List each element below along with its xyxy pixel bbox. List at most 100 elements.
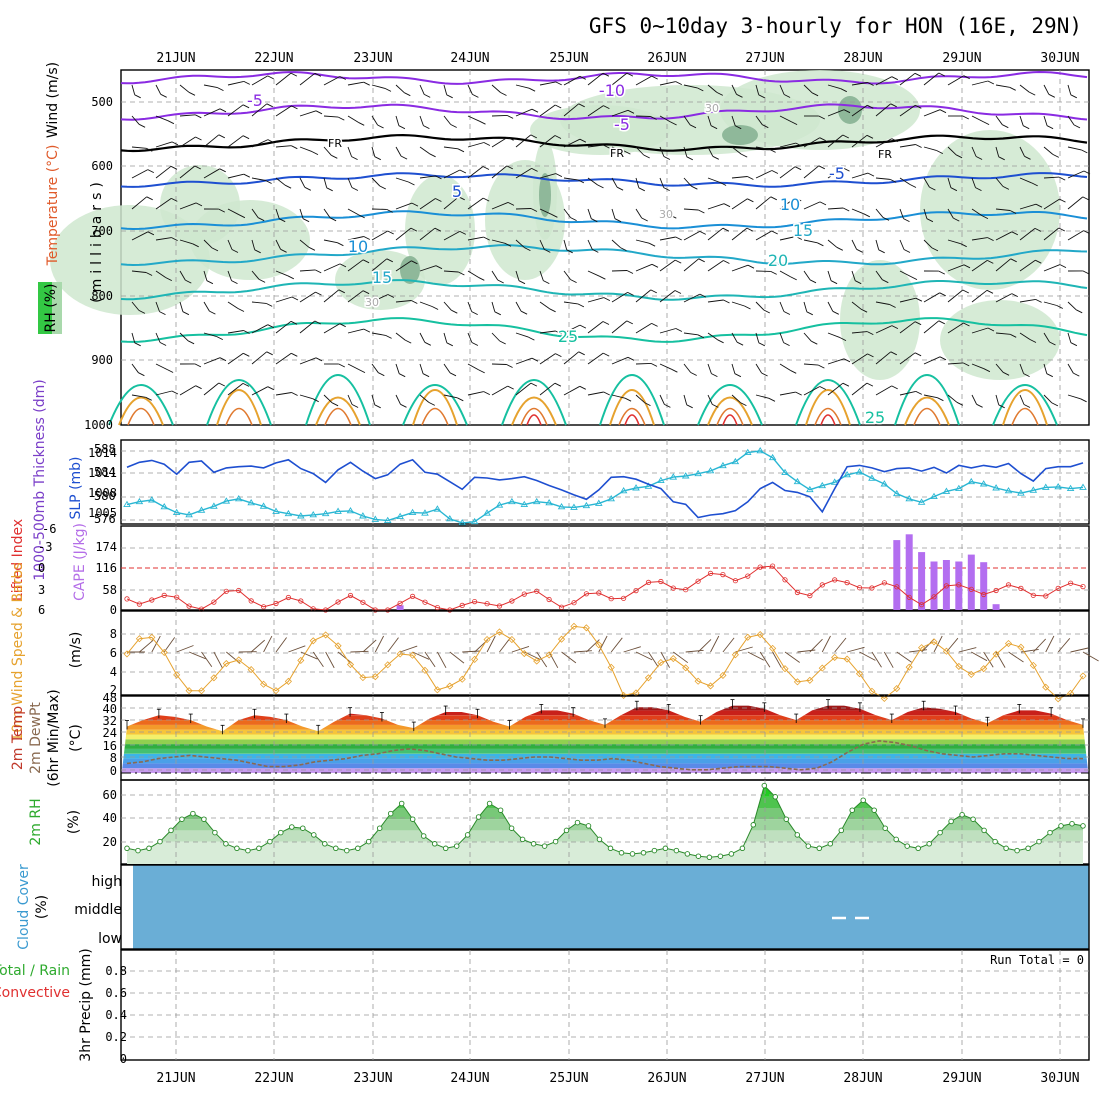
thickness-point	[806, 485, 814, 493]
isotherm-label-8: 10	[780, 195, 800, 214]
barb	[371, 394, 376, 405]
barb	[659, 363, 672, 370]
thickness-point	[644, 482, 653, 489]
barb-flag	[287, 275, 295, 280]
barb	[659, 177, 665, 188]
rh-point	[805, 843, 812, 849]
barb	[299, 146, 313, 153]
li-tick-2: 0	[38, 561, 45, 575]
barb-flag	[597, 184, 604, 189]
li-point	[596, 590, 602, 596]
lobe-dk-7	[814, 407, 842, 426]
barb	[875, 325, 893, 334]
w10-barb	[499, 637, 511, 653]
w10-point	[595, 641, 603, 649]
barb	[731, 363, 736, 374]
barb-flag	[566, 249, 573, 254]
barb	[611, 239, 621, 248]
barb	[131, 270, 147, 273]
rh-point	[289, 824, 295, 830]
rh-point	[673, 847, 680, 854]
barb-flag	[278, 218, 286, 223]
w10-point	[210, 674, 218, 682]
wind10-grid	[121, 611, 1089, 695]
rh-point	[607, 845, 614, 852]
barb	[755, 196, 772, 210]
barb-flag	[675, 81, 683, 86]
barb-flag	[1035, 298, 1042, 303]
barb-flag	[530, 208, 538, 212]
li-point	[385, 607, 391, 613]
barb	[1043, 301, 1057, 306]
barb-flag	[817, 242, 824, 247]
rh-point	[409, 816, 416, 822]
w10-barb	[213, 651, 223, 669]
bottom-date-23JUN: 23JUN	[353, 1071, 392, 1086]
barb	[491, 385, 508, 396]
barb-flag	[339, 323, 346, 328]
barb-flag	[602, 352, 610, 357]
barb	[899, 144, 916, 148]
slp-panel: 588 584 580 576 1014 1011 1008 1005 1000…	[32, 379, 1090, 581]
rh-point	[497, 807, 504, 813]
precip-tick-4: 0	[120, 1052, 127, 1066]
barb-flag	[471, 342, 479, 346]
barb-flag	[842, 382, 850, 387]
thickness-point	[247, 498, 255, 506]
barb	[683, 293, 701, 303]
rh-point	[629, 851, 636, 857]
rh-point	[355, 845, 361, 852]
rh-grid	[121, 780, 1089, 864]
rh-point	[333, 845, 339, 852]
top-date-24JUN: 24JUN	[450, 51, 489, 66]
barb	[251, 324, 269, 334]
isotherm-freezing	[120, 133, 1088, 153]
barb	[731, 84, 737, 95]
rh-point	[387, 810, 394, 817]
barb	[131, 394, 146, 398]
barb-flag	[975, 156, 983, 160]
barb-flag	[570, 279, 577, 284]
barb-flag	[878, 249, 885, 254]
barb	[299, 72, 316, 86]
barb-flag	[195, 385, 202, 390]
barb	[467, 363, 479, 371]
w10-point	[235, 656, 243, 664]
thickness-point	[992, 484, 1000, 491]
barb-flag	[404, 92, 411, 97]
barb	[587, 177, 598, 186]
barb	[323, 115, 339, 118]
barb	[395, 260, 412, 272]
barb-flag	[551, 213, 558, 218]
w10-point	[632, 689, 640, 697]
precip-frame	[120, 949, 1090, 1061]
w10-barb	[697, 639, 712, 653]
thickness-point	[619, 486, 628, 494]
thickness-point	[160, 502, 169, 510]
w10-point	[471, 655, 479, 663]
top-date-29JUN: 29JUN	[942, 51, 981, 66]
w10-point	[967, 670, 975, 678]
isotherm-label-12: 10	[348, 237, 368, 256]
barb-flag	[291, 352, 298, 357]
barb-flag	[386, 258, 394, 263]
barb	[179, 270, 186, 281]
barb-flag	[627, 109, 635, 114]
barb	[875, 76, 893, 86]
barb-flag	[188, 91, 196, 96]
w10-barb	[436, 651, 447, 669]
barb	[659, 208, 671, 216]
lobe-dk-6	[716, 407, 744, 426]
barb	[875, 138, 893, 148]
barb-flag	[423, 125, 430, 130]
w10-tick-3: 2	[110, 683, 117, 697]
barb-flag	[182, 311, 190, 316]
thickness-point	[594, 499, 603, 506]
rh-point	[1047, 829, 1053, 836]
w10-point	[446, 682, 454, 690]
w10-point	[868, 687, 876, 695]
barb	[1067, 84, 1072, 95]
lobe-dk-5	[618, 407, 646, 426]
slp-ylabel-slp: SLP (mb)	[68, 456, 84, 519]
barb-flag	[699, 230, 707, 235]
